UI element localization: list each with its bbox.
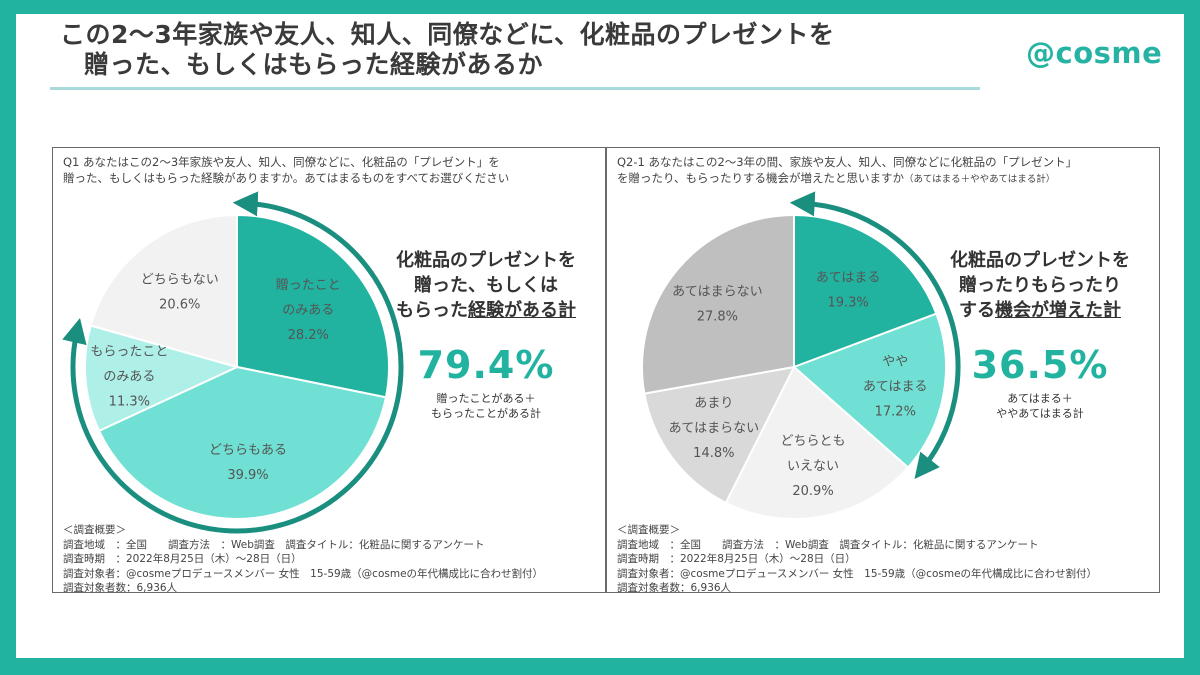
right-summary: 化粧品のプレゼントを 贈ったりもらったり する機会が増えた計 36.5% あては… [929, 248, 1151, 421]
right-survey-note: ＜調査概要＞ 調査地域 ：全国 調査方法 ：Web調査 調査タイトル：化粧品に関… [617, 523, 1157, 596]
slice-value-label-1: 19.3% [827, 295, 868, 310]
left-question-line-2: 贈った、もしくはもらった経験がありますか。あてはまるものをすべてお選びください [63, 171, 510, 185]
pie-slice-1 [236, 213, 390, 399]
left-summary-sub-line-2: もらったことがある計 [431, 407, 541, 420]
left-summary-heading-line-3b: 経験がある計 [468, 300, 576, 321]
left-summary-percentage: 79.4% [417, 343, 555, 387]
slide: この2～3年家族や友人、知人、同僚などに、化粧品のプレゼントを 贈った、もしくは… [16, 14, 1184, 658]
right-summary-heading-line-2: 贈ったりもらったり [959, 275, 1121, 296]
pie-slice-2 [97, 365, 388, 520]
slice-category-label-3: もらったこと [90, 344, 168, 359]
cosme-logo: @cosme [1026, 36, 1163, 70]
survey-note-line-3: 調査対象者：@cosmeプロデュースメンバー 女性 15-59歳（@cosmeの… [617, 567, 1098, 580]
slice-category-label-2: どちらもある [209, 443, 287, 458]
highlight-bracket-arc [789, 191, 961, 479]
right-summary-heading-line-3: する機会が増えた計 [929, 298, 1151, 323]
slice-category-label-5: あてはまらない [672, 284, 762, 299]
survey-note-line-3: 調査対象者：@cosmeプロデュースメンバー 女性 15-59歳（@cosmeの… [63, 567, 544, 580]
slice-category-label-1: のみある [282, 303, 334, 318]
title-divider [50, 87, 980, 90]
right-question: Q2-1 あなたはこの2～3年の間、家族や友人、知人、同僚などに化粧品の「プレゼ… [617, 154, 1152, 188]
slice-category-label-2: やや [882, 355, 908, 370]
left-summary-heading-line-3a: もらった [396, 300, 468, 321]
survey-note-line-1: 調査地域 ：全国 調査方法 ：Web調査 調査タイトル：化粧品に関するアンケート [617, 538, 1039, 551]
survey-note-line-2: 調査時期 ：2022年8月25日（木）～28日（日） [63, 553, 302, 565]
slice-value-label-3: 20.9% [792, 484, 833, 499]
slice-category-label-3: いえない [787, 459, 839, 474]
left-pie-chart: 贈ったことのみある28.2%どちらもある39.9%もらったことのみある11.3%… [62, 191, 404, 534]
left-summary-heading: 化粧品のプレゼントを 贈った、もしくは もらった経験がある計 [371, 248, 601, 323]
slice-category-label-2: あてはまる [863, 380, 927, 395]
slice-category-label-4: あてはまらない [669, 421, 759, 436]
left-summary-heading-line-3: もらった経験がある計 [371, 298, 601, 323]
right-pie-chart: あてはまる19.3%ややあてはまる17.2%どちらともいえない20.9%あまりあ… [641, 191, 961, 520]
slice-value-label-5: 27.8% [697, 309, 738, 324]
survey-note-line-4: 調査対象者数：6,936人 [63, 582, 178, 594]
right-question-line-2: を贈ったり、もらったりする機会が増えたと思いますか（あてはまる＋ややあてはまる計… [617, 170, 1152, 188]
right-summary-sub-line-1: あてはまる＋ [1007, 392, 1073, 405]
right-summary-heading: 化粧品のプレゼントを 贈ったりもらったり する機会が増えた計 [929, 248, 1151, 323]
slice-category-label-4: あまり [694, 396, 733, 411]
survey-note-heading: ＜調査概要＞ [63, 524, 126, 536]
left-summary-heading-line-1: 化粧品のプレゼントを [396, 250, 576, 271]
survey-note-heading: ＜調査概要＞ [617, 524, 680, 536]
survey-note-line-1: 調査地域 ：全国 調査方法 ：Web調査 調査タイトル：化粧品に関するアンケート [63, 538, 485, 551]
right-summary-heading-line-3a: する [959, 300, 995, 321]
pie-slice-5 [641, 213, 795, 395]
slice-value-label-2: 17.2% [875, 405, 916, 420]
right-question-line-1: Q2-1 あなたはこの2～3年の間、家族や友人、知人、同僚などに化粧品の「プレゼ… [617, 155, 1078, 169]
slice-value-label-3: 11.3% [109, 394, 150, 409]
left-summary-sub-line-1: 贈ったことがある＋ [436, 392, 536, 405]
right-chart-panel: Q2-1 あなたはこの2～3年の間、家族や友人、知人、同僚などに化粧品の「プレゼ… [606, 147, 1160, 596]
left-summary-heading-line-2: 贈った、もしくは [414, 275, 558, 296]
title-line-1: この2～3年家族や友人、知人、同僚などに、化粧品のプレゼントを [60, 20, 835, 49]
right-summary-sub-line-2: ややあてはまる計 [996, 407, 1084, 420]
right-summary-heading-line-1: 化粧品のプレゼントを [950, 250, 1130, 271]
slice-value-label-4: 14.8% [693, 446, 734, 461]
slice-value-label-4: 20.6% [159, 298, 200, 313]
highlight-bracket-arc [62, 191, 404, 534]
left-chart-panel: Q1 あなたはこの2～3年家族や友人、知人、同僚などに、化粧品の「プレゼント」を… [52, 147, 606, 596]
left-survey-note: ＜調査概要＞ 調査地域 ：全国 調査方法 ：Web調査 調査タイトル：化粧品に関… [63, 523, 603, 596]
slice-value-label-2: 39.9% [227, 468, 268, 483]
right-summary-subtext: あてはまる＋ ややあてはまる計 [929, 391, 1151, 421]
right-question-line-2-note: （あてはまる＋ややあてはまる計） [904, 174, 1056, 185]
right-summary-heading-line-3b: 機会が増えた計 [995, 300, 1121, 321]
left-question-line-1: Q1 あなたはこの2～3年家族や友人、知人、同僚などに、化粧品の「プレゼント」を [63, 155, 500, 169]
survey-note-line-4: 調査対象者数：6,936人 [617, 582, 732, 594]
slice-category-label-3: どちらとも [781, 434, 846, 449]
left-summary: 化粧品のプレゼントを 贈った、もしくは もらった経験がある計 79.4% 贈った… [371, 248, 601, 421]
slice-category-label-1: 贈ったこと [276, 277, 341, 293]
right-question-line-2-main: を贈ったり、もらったりする機会が増えたと思いますか [617, 171, 905, 185]
slice-category-label-1: あてはまる [816, 270, 880, 285]
survey-note-line-2: 調査時期 ：2022年8月25日（木）～28日（日） [617, 553, 856, 565]
slice-value-label-1: 28.2% [288, 328, 329, 343]
slice-category-label-3: のみある [103, 369, 155, 384]
title-line-2: 贈った、もしくはもらった経験があるか [84, 50, 544, 79]
left-summary-subtext: 贈ったことがある＋ もらったことがある計 [371, 391, 601, 421]
pie-slice-4 [643, 365, 796, 505]
right-summary-percentage: 36.5% [971, 343, 1109, 387]
left-question: Q1 あなたはこの2～3年家族や友人、知人、同僚などに、化粧品の「プレゼント」を… [63, 154, 598, 186]
page-title: この2～3年家族や友人、知人、同僚などに、化粧品のプレゼントを 贈った、もしくは… [60, 20, 960, 80]
slice-category-label-4: どちらもない [141, 273, 219, 288]
